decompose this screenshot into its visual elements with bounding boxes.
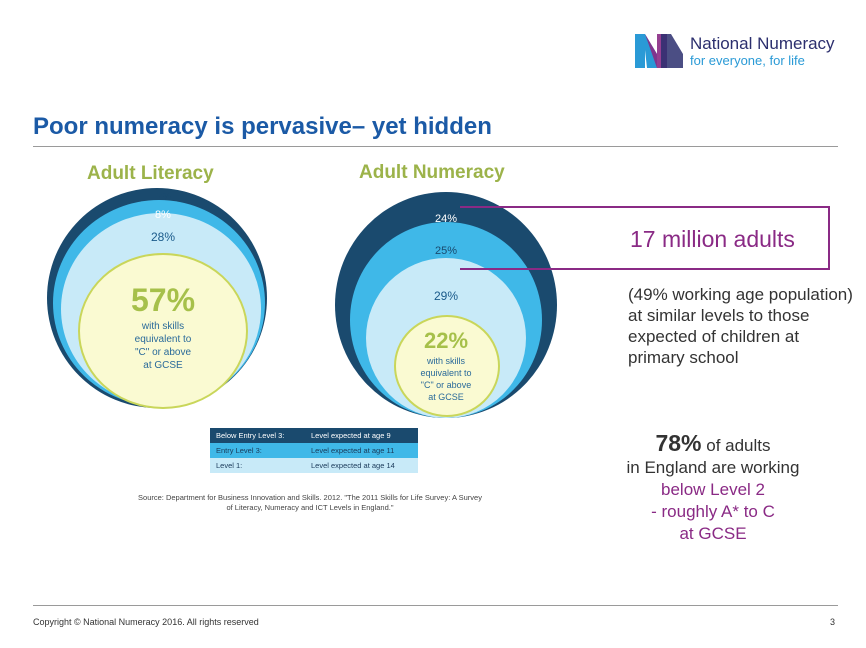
callout-17-million: 17 million adults	[630, 226, 795, 252]
stat-line-4: - roughly A* to C	[651, 502, 775, 521]
legend-row-entry-3: Entry Level 3: Level expected at age 11	[210, 443, 418, 458]
copyright-text: Copyright © National Numeracy 2016. All …	[33, 617, 259, 627]
stat-line-2: in England are working	[626, 458, 800, 477]
adults-statistic: 78% of adults in England are working bel…	[600, 432, 826, 545]
stat-line-5: at GCSE	[679, 524, 747, 543]
legend-row-below-entry-3: Below Entry Level 3: Level expected at a…	[210, 428, 418, 443]
national-numeracy-logo	[635, 34, 683, 68]
adult-numeracy-diagram: 24% 25% 29% 22% with skills equivalent t…	[335, 192, 557, 418]
literacy-core-value: 57%	[131, 282, 195, 318]
numeracy-core-line-2: equivalent to	[420, 368, 471, 378]
brand-name: National Numeracy	[690, 34, 835, 53]
numeracy-ring-label-3: 29%	[434, 289, 458, 303]
legend-expected: Level expected at age 9	[311, 431, 391, 440]
literacy-core-line-3: "C" or above	[135, 347, 191, 358]
numeracy-core-value: 22%	[424, 328, 468, 353]
numeracy-core-line-1: with skills	[426, 356, 466, 366]
legend-level: Level 1:	[216, 461, 243, 470]
adult-literacy-diagram: 7% 8% 28% 57% with skills equivalent to …	[47, 188, 267, 409]
footer-divider	[33, 605, 838, 606]
page-number: 3	[830, 617, 836, 627]
legend-expected: Level expected at age 14	[311, 461, 395, 470]
level-legend: Below Entry Level 3: Level expected at a…	[210, 428, 418, 473]
stat-big-value: 78%	[655, 430, 702, 456]
numeracy-core	[394, 315, 500, 417]
brand-tagline: for everyone, for life	[690, 53, 805, 68]
slide-title: Poor numeracy is pervasive– yet hidden	[33, 113, 492, 140]
literacy-ring-label-3: 28%	[151, 230, 175, 244]
literacy-core-line-4: at GCSE	[143, 360, 183, 371]
numeracy-core-line-3: "C" or above	[421, 380, 471, 390]
literacy-ring-label-1: 7%	[157, 192, 172, 203]
source-citation: Source: Department for Business Innovati…	[100, 493, 520, 513]
legend-expected: Level expected at age 11	[311, 446, 395, 455]
numeracy-core-line-4: at GCSE	[428, 392, 464, 402]
literacy-ring-label-2: 8%	[155, 209, 171, 221]
stat-after-big: of adults	[701, 436, 771, 455]
adult-literacy-heading: Adult Literacy	[87, 163, 214, 184]
literacy-core	[78, 253, 248, 409]
source-line-1: Source: Department for Business Innovati…	[138, 493, 482, 502]
literacy-core-line-2: equivalent to	[135, 334, 192, 345]
title-divider	[33, 146, 838, 147]
literacy-core-line-1: with skills	[141, 321, 184, 332]
numeracy-ring-label-2: 25%	[435, 245, 457, 257]
adult-numeracy-heading: Adult Numeracy	[359, 162, 505, 183]
legend-row-level-1: Level 1: Level expected at age 14	[210, 458, 418, 473]
stat-line-3: below Level 2	[661, 480, 765, 499]
legend-level: Entry Level 3:	[216, 446, 262, 455]
callout-box	[460, 206, 830, 270]
source-line-2: of Literacy, Numeracy and ICT Levels in …	[226, 503, 394, 512]
numeracy-ring-label-1: 24%	[435, 213, 457, 225]
population-description: (49% working age population) at similar …	[628, 285, 853, 367]
legend-level: Below Entry Level 3:	[216, 431, 285, 440]
